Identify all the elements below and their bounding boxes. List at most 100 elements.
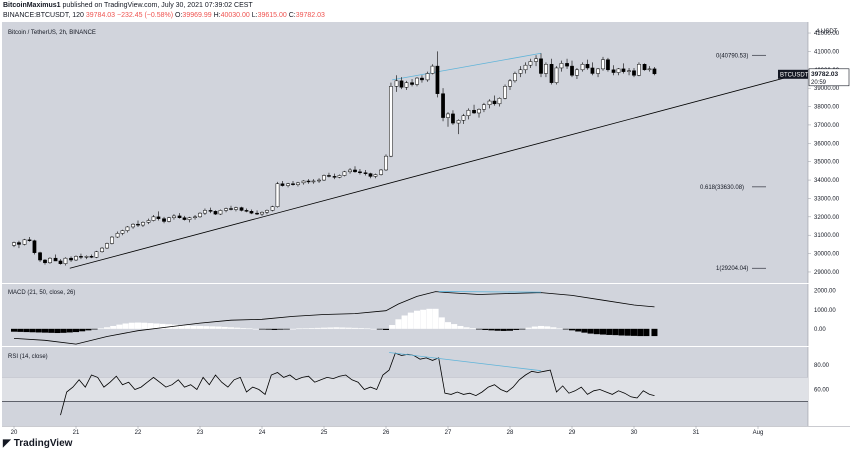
rsi-axis-label: 80.00 xyxy=(814,363,830,369)
candle xyxy=(348,169,352,173)
macd-histogram-bar xyxy=(463,327,470,329)
macd-histogram-bar xyxy=(302,328,309,329)
candle xyxy=(611,69,616,73)
macd-histogram-bar xyxy=(624,328,631,336)
candle xyxy=(249,211,254,214)
macd-histogram-bar xyxy=(593,328,600,335)
candle xyxy=(528,61,533,66)
macd-histogram-bar xyxy=(352,327,358,329)
rsi-axis-label: 60.00 xyxy=(814,388,830,394)
macd-histogram-bar xyxy=(321,327,327,329)
price-axis-label: 42000.00 xyxy=(814,31,840,37)
macd-histogram-bar xyxy=(184,325,191,329)
candle xyxy=(260,211,264,215)
candle xyxy=(518,69,523,74)
macd-histogram-bar xyxy=(147,323,154,329)
candle xyxy=(441,93,445,118)
candle xyxy=(94,251,99,258)
macd-histogram-bar xyxy=(451,324,458,329)
macd-histogram-bar xyxy=(17,328,24,332)
support-trendline xyxy=(69,73,802,269)
macd-histogram-bar xyxy=(395,319,402,329)
candle xyxy=(255,212,259,215)
candle xyxy=(79,256,83,258)
macd-histogram-bar xyxy=(358,328,365,329)
macd-histogram-bar xyxy=(11,328,17,332)
candle xyxy=(327,175,331,177)
candle xyxy=(601,59,605,70)
candle xyxy=(146,220,151,223)
macd-histogram-bar xyxy=(651,328,658,337)
candle xyxy=(234,207,238,210)
macd-histogram-bar xyxy=(612,328,619,336)
time-axis-label: 20 xyxy=(11,430,18,436)
price-axis-label: 31000.00 xyxy=(814,233,840,239)
macd-histogram-bar xyxy=(153,323,160,329)
macd-histogram-bar xyxy=(637,328,644,337)
close-value: 39782.03 xyxy=(295,12,325,19)
main-pane-title: Bitcoin / TetherUS, 2h, BINANCE xyxy=(8,30,96,36)
macd-histogram-bar xyxy=(383,328,389,330)
time-axis-label: 21 xyxy=(73,430,80,436)
candle xyxy=(244,210,249,212)
macd-histogram-bar xyxy=(327,327,334,329)
macd-histogram-bar xyxy=(209,326,216,329)
macd-histogram-bar xyxy=(482,328,489,330)
candle xyxy=(38,252,42,261)
rsi-line xyxy=(60,352,655,416)
macd-histogram-bar xyxy=(135,322,141,329)
candle xyxy=(224,208,228,211)
candle xyxy=(43,259,47,264)
low-value: 39615.00 xyxy=(257,12,287,19)
candle xyxy=(487,100,492,105)
candle xyxy=(585,64,590,69)
candle xyxy=(198,212,202,218)
macd-histogram-bar xyxy=(178,325,185,329)
candle xyxy=(270,206,275,211)
macd-histogram-bar xyxy=(432,308,439,329)
macd-histogram-bar xyxy=(494,328,501,331)
macd-histogram-bar xyxy=(376,328,383,330)
candle xyxy=(48,257,52,264)
macd-histogram-bar xyxy=(54,328,61,334)
candle xyxy=(203,210,207,214)
macd-histogram-bar xyxy=(581,328,588,333)
macd-histogram-bar xyxy=(507,328,513,331)
macd-histogram-bar xyxy=(606,328,613,335)
candle xyxy=(12,242,16,246)
macd-axis-label: 1000.00 xyxy=(814,308,836,314)
candle xyxy=(280,183,285,186)
candle xyxy=(539,58,543,74)
candle xyxy=(596,68,600,74)
macd-axis-label: 2000.00 xyxy=(814,289,836,295)
candle xyxy=(647,68,652,71)
macd-histogram-bar xyxy=(426,308,433,329)
price-axis-label: 36000.00 xyxy=(814,141,840,147)
candle xyxy=(523,64,528,71)
price-axis-label: 41000.00 xyxy=(814,49,840,55)
macd-histogram-bar xyxy=(277,328,284,330)
macd-histogram-bar xyxy=(438,317,445,329)
candle xyxy=(363,172,368,174)
candle xyxy=(621,68,626,72)
fib-level-label: 0(40790.53) xyxy=(716,53,748,59)
candle xyxy=(446,113,450,118)
candle xyxy=(342,171,347,176)
candle xyxy=(115,233,120,238)
candle xyxy=(637,64,641,76)
candle xyxy=(27,239,32,241)
price-axis-label: 30000.00 xyxy=(814,252,840,258)
macd-histogram-bar xyxy=(445,322,451,329)
candle xyxy=(100,247,104,253)
macd-histogram-bar xyxy=(197,325,203,329)
macd-histogram-bar xyxy=(476,328,482,330)
candle xyxy=(559,63,564,69)
author-name[interactable]: BitcoinMaximus1 xyxy=(3,2,61,9)
macd-histogram-bar xyxy=(600,328,606,335)
macd-histogram-bar xyxy=(631,328,637,336)
macd-histogram-bar xyxy=(525,327,532,329)
candle xyxy=(420,77,424,81)
candle xyxy=(472,109,476,114)
tradingview-logo[interactable]: ◤ TradingView xyxy=(3,438,72,449)
